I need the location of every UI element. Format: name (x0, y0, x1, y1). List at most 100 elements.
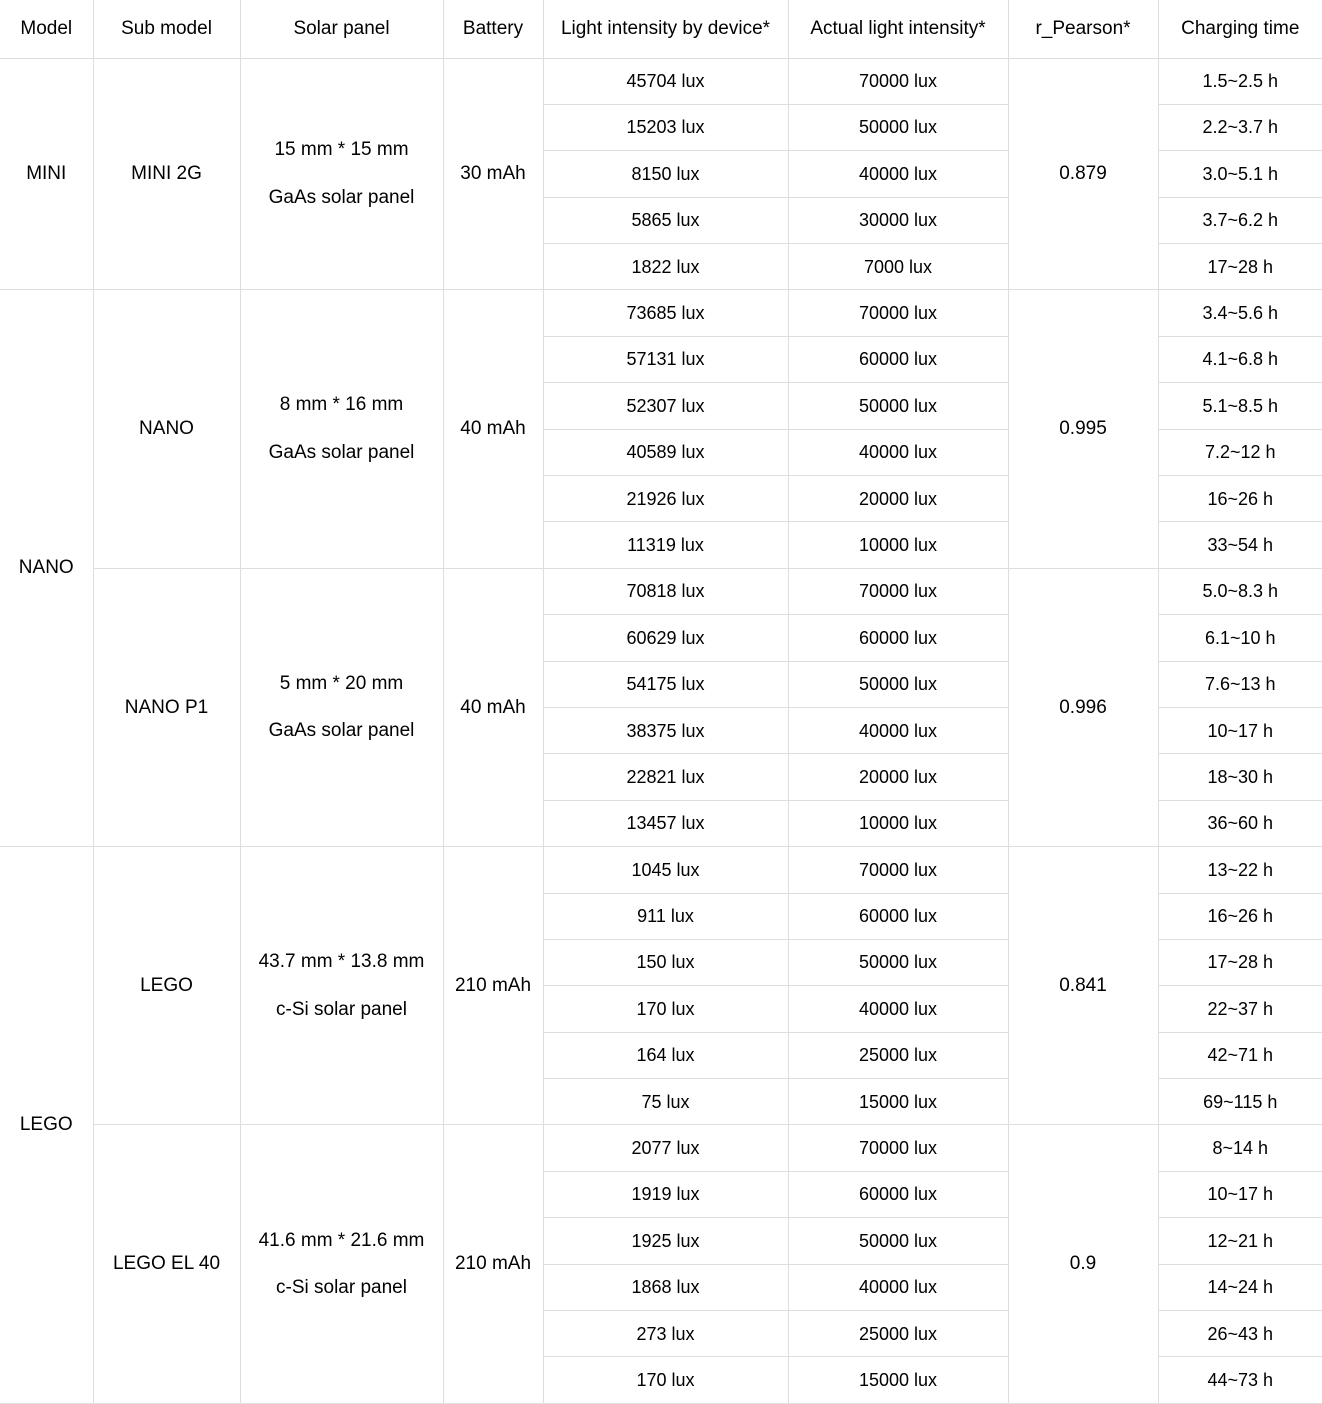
cell-light-intensity-by-device: 70818 lux (542, 567, 789, 616)
table-row: 150 lux 50000 lux 17~28 h (0, 938, 1322, 987)
table-row: 11319 lux 10000 lux 33~54 h (0, 521, 1322, 569)
cell-light-intensity-by-device: 1925 lux (543, 1217, 789, 1265)
cell-solar-panel: 15 mm * 15 mm GaAs solar panel (239, 57, 444, 291)
cell-actual-light-intensity: 40000 lux (787, 428, 1009, 477)
cell-actual-light-intensity: 50000 lux (787, 938, 1009, 987)
cell-charging-time: 16~26 h (1157, 475, 1322, 523)
cell-light-intensity-by-device: 22821 lux (543, 753, 789, 801)
cell-charging-time: 6.1~10 h (1157, 614, 1322, 662)
cell-actual-light-intensity: 10000 lux (787, 521, 1009, 569)
cell-r-pearson: 0.841 (1007, 846, 1159, 1126)
column-header-charging-time: Charging time (1157, 0, 1322, 59)
cell-actual-light-intensity: 60000 lux (787, 1170, 1009, 1219)
cell-charging-time: 14~24 h (1157, 1263, 1322, 1312)
cell-actual-light-intensity: 60000 lux (787, 335, 1009, 384)
cell-actual-light-intensity: 20000 lux (787, 753, 1009, 801)
cell-actual-light-intensity: 50000 lux (787, 382, 1009, 430)
table-row: MINI MINI 2G 15 mm * 15 mm GaAs solar panel… (0, 57, 1322, 291)
table-row: 1868 lux 40000 lux 14~24 h (0, 1263, 1322, 1312)
cell-actual-light-intensity: 70000 lux (787, 289, 1009, 337)
cell-charging-time: 3.4~5.6 h (1157, 289, 1322, 337)
table-row: 164 lux 25000 lux 42~71 h (0, 1031, 1322, 1080)
cell-sub-model: LEGO (92, 846, 241, 1126)
cell-r-pearson: 0.879 (1007, 57, 1159, 291)
column-header-sub-model: Sub model (92, 0, 241, 59)
cell-charging-time: 5.0~8.3 h (1157, 567, 1322, 616)
cell-actual-light-intensity: 25000 lux (787, 1310, 1009, 1358)
column-header-model: Model (0, 0, 94, 59)
cell-light-intensity-by-device: 1045 lux (542, 846, 789, 894)
cell-light-intensity-by-device: 1919 lux (543, 1170, 789, 1219)
header-row: Model Sub model Solar panel Battery Ligh… (0, 0, 1322, 59)
cell-actual-light-intensity: 15000 lux (787, 1356, 1009, 1404)
table-row: 40589 lux 40000 lux 7.2~12 h (0, 428, 1322, 477)
solar-panel-type: GaAs solar panel (268, 442, 415, 464)
cell-charging-time: 33~54 h (1157, 521, 1322, 569)
cell-charging-time: 3.0~5.1 h (1157, 150, 1322, 198)
table-row: NANO NANO 8 mm * 16 mm GaAs solar panel 40 m… (0, 289, 1322, 848)
cell-light-intensity-by-device: 40589 lux (543, 428, 789, 477)
table-row: 13457 lux 10000 lux 36~60 h (0, 799, 1322, 848)
cell-charging-time: 17~28 h (1157, 243, 1322, 291)
cell-charging-time: 13~22 h (1157, 846, 1322, 894)
table-row: 170 lux 15000 lux 44~73 h (0, 1356, 1322, 1404)
column-header-solar-panel: Solar panel (239, 0, 444, 59)
cell-sub-model: NANO P1 (93, 567, 241, 848)
cell-light-intensity-by-device: 13457 lux (543, 799, 789, 848)
solar-panel-type: GaAs solar panel (268, 186, 415, 208)
cell-charging-time: 2.2~3.7 h (1157, 103, 1322, 152)
cell-light-intensity-by-device: 11319 lux (543, 521, 789, 569)
solar-panel-type: c-Si solar panel (276, 998, 407, 1020)
solar-panel-size: 15 mm * 15 mm (274, 139, 409, 161)
table-row: 911 lux 60000 lux 16~26 h (0, 892, 1322, 940)
solar-panel-size: 41.6 mm * 21.6 mm (258, 1229, 425, 1251)
solar-panel-size: 5 mm * 20 mm (279, 672, 404, 694)
cell-actual-light-intensity: 7000 lux (787, 243, 1009, 291)
cell-actual-light-intensity: 40000 lux (787, 150, 1009, 198)
cell-light-intensity-by-device: 73685 lux (542, 289, 789, 337)
cell-light-intensity-by-device: 170 lux (543, 985, 789, 1033)
cell-charging-time: 7.2~12 h (1157, 428, 1322, 477)
cell-battery: 40 mAh (442, 289, 544, 569)
cell-actual-light-intensity: 20000 lux (787, 475, 1009, 523)
cell-r-pearson: 0.995 (1007, 289, 1159, 569)
cell-actual-light-intensity: 70000 lux (787, 57, 1009, 105)
table-row: 60629 lux 60000 lux 6.1~10 h (0, 614, 1322, 662)
cell-charging-time: 1.5~2.5 h (1157, 57, 1322, 105)
cell-charging-time: 10~17 h (1157, 706, 1322, 755)
cell-light-intensity-by-device: 60629 lux (543, 614, 789, 662)
cell-charging-time: 12~21 h (1157, 1217, 1322, 1265)
cell-charging-time: 7.6~13 h (1157, 660, 1322, 708)
cell-light-intensity-by-device: 5865 lux (543, 196, 789, 245)
table-row: 5865 lux 30000 lux 3.7~6.2 h (0, 196, 1322, 245)
cell-charging-time: 36~60 h (1157, 799, 1322, 848)
cell-light-intensity-by-device: 911 lux (543, 892, 789, 940)
table-row: 273 lux 25000 lux 26~43 h (0, 1310, 1322, 1358)
cell-solar-panel: 41.6 mm * 21.6 mm c-Si solar panel (239, 1124, 444, 1404)
cell-actual-light-intensity: 40000 lux (787, 985, 1009, 1033)
cell-charging-time: 18~30 h (1157, 753, 1322, 801)
cell-light-intensity-by-device: 1868 lux (543, 1263, 789, 1312)
cell-model: LEGO (0, 846, 94, 1404)
cell-charging-time: 17~28 h (1157, 938, 1322, 987)
cell-light-intensity-by-device: 38375 lux (543, 706, 789, 755)
cell-light-intensity-by-device: 170 lux (543, 1356, 789, 1404)
cell-sub-model: MINI 2G (92, 57, 241, 291)
cell-light-intensity-by-device: 45704 lux (542, 57, 789, 105)
table-row: 170 lux 40000 lux 22~37 h (0, 985, 1322, 1033)
cell-charging-time: 5.1~8.5 h (1157, 382, 1322, 430)
table-row: 22821 lux 20000 lux 18~30 h (0, 753, 1322, 801)
cell-charging-time: 44~73 h (1157, 1356, 1322, 1404)
cell-light-intensity-by-device: 8150 lux (543, 150, 789, 198)
cell-sub-model: NANO (92, 289, 241, 569)
cell-charging-time: 16~26 h (1157, 892, 1322, 940)
cell-actual-light-intensity: 15000 lux (787, 1078, 1009, 1126)
cell-battery: 30 mAh (442, 57, 544, 291)
cell-charging-time: 10~17 h (1157, 1170, 1322, 1219)
cell-model: NANO (0, 289, 94, 848)
cell-light-intensity-by-device: 52307 lux (543, 382, 789, 430)
cell-sub-model: LEGO EL 40 (93, 1124, 241, 1404)
cell-charging-time: 22~37 h (1157, 985, 1322, 1033)
table-row: 38375 lux 40000 lux 10~17 h (0, 706, 1322, 755)
